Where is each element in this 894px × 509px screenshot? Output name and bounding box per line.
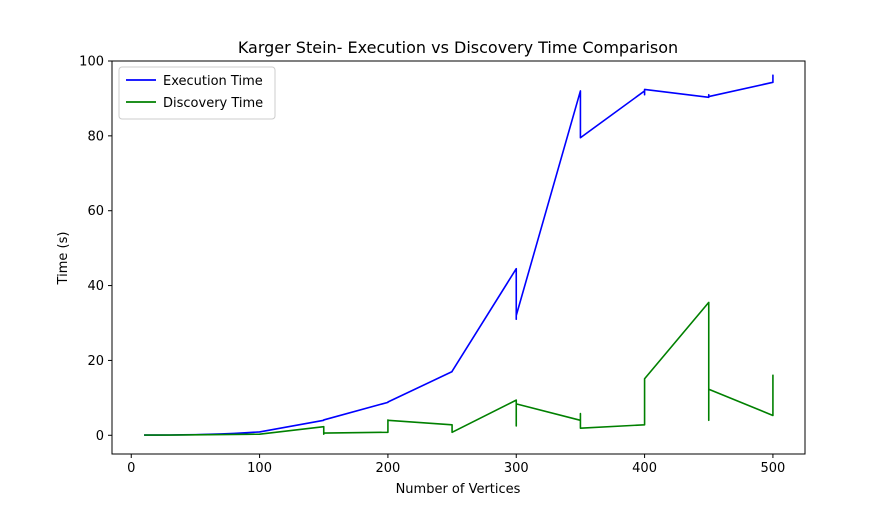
y-axis: 0 20 40 60 80 100: [79, 55, 112, 444]
y-tick-label: 80: [87, 129, 104, 144]
legend: Execution Time Discovery Time: [118, 66, 276, 120]
x-axis: 0 100 200 300 400 500: [127, 454, 785, 476]
plot-area: [111, 60, 806, 455]
legend-label: Discovery Time: [163, 96, 263, 111]
y-tick-label: 0: [96, 429, 104, 444]
x-axis-label: Number of Vertices: [396, 482, 521, 497]
y-tick-label: 20: [87, 354, 104, 369]
y-tick-label: 40: [87, 279, 104, 294]
x-tick-label: 500: [761, 461, 786, 476]
series-line-execution-time: [144, 74, 774, 436]
series-line-discovery-time: [144, 301, 774, 436]
x-tick-label: 200: [376, 461, 401, 476]
x-tick-label: 300: [504, 461, 529, 476]
x-tick-label: 400: [632, 461, 657, 476]
axes-frame: [111, 60, 806, 455]
x-tick-label: 0: [127, 461, 135, 476]
y-axis-label: Time (s): [56, 232, 71, 286]
y-tick-label: 60: [87, 204, 104, 219]
x-tick-label: 100: [247, 461, 272, 476]
legend-label: Execution Time: [163, 74, 263, 89]
chart-title: Karger Stein- Execution vs Discovery Tim…: [238, 38, 678, 57]
y-tick-label: 100: [79, 55, 104, 70]
legend-box: [118, 66, 276, 120]
